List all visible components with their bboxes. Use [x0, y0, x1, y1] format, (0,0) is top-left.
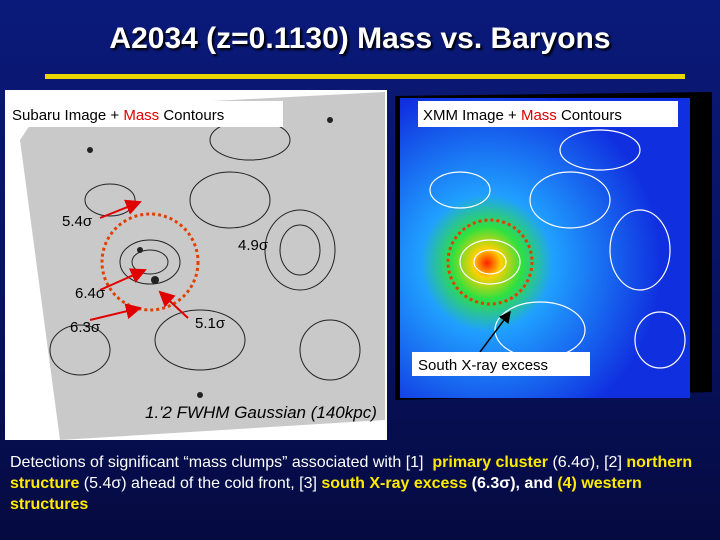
- xmm-image: [400, 98, 690, 398]
- label-part: Mass: [123, 107, 159, 124]
- text-segment: (6.4σ), [2]: [548, 454, 627, 471]
- primary-circle: [100, 212, 200, 312]
- caption: 1.'2 FWHM Gaussian (140kpc): [145, 403, 377, 422]
- stars: [87, 117, 333, 398]
- label-box: [412, 352, 590, 376]
- text-segment: south X-ray excess: [321, 475, 468, 492]
- text-segment: (5.4σ) ahead of the cold front, [3]: [79, 475, 322, 492]
- text-segment: (4) western structures: [10, 475, 647, 513]
- annotation: South X-ray excess: [418, 357, 548, 374]
- footer-text: Detections of significant “mass clumps” …: [10, 452, 710, 515]
- panel-label: XMM Image + Mass Contours: [423, 107, 622, 124]
- subaru-image: [20, 92, 385, 440]
- label-part: Contours: [557, 107, 622, 124]
- label-part: Subaru Image +: [12, 107, 123, 124]
- title-rule: [45, 74, 685, 79]
- panel-label: Subaru Image + Mass Contours: [12, 107, 224, 124]
- label-box: [5, 101, 283, 127]
- text-segment: primary cluster: [432, 454, 548, 471]
- text-segment: Detections of significant “mass clumps” …: [10, 454, 433, 471]
- sigma-label: 6.3σ: [70, 319, 101, 336]
- sigma-label: 4.9σ: [238, 237, 269, 254]
- sigma-label: 5.1σ: [195, 315, 226, 332]
- sigma-label: 6.4σ: [75, 285, 106, 302]
- label-box: [418, 101, 678, 127]
- text-segment: (6.3σ), and: [467, 475, 558, 492]
- label-part: XMM Image +: [423, 107, 521, 124]
- primary-circle: [446, 218, 534, 306]
- label-part: Contours: [159, 107, 224, 124]
- arrows: [89, 199, 189, 321]
- label-part: Mass: [521, 107, 557, 124]
- slide-title: A2034 (z=0.1130) Mass vs. Baryons: [109, 22, 611, 55]
- arrow: [479, 310, 511, 353]
- sigma-label: 5.4σ: [62, 213, 93, 230]
- text-segment: northern structure: [10, 454, 697, 492]
